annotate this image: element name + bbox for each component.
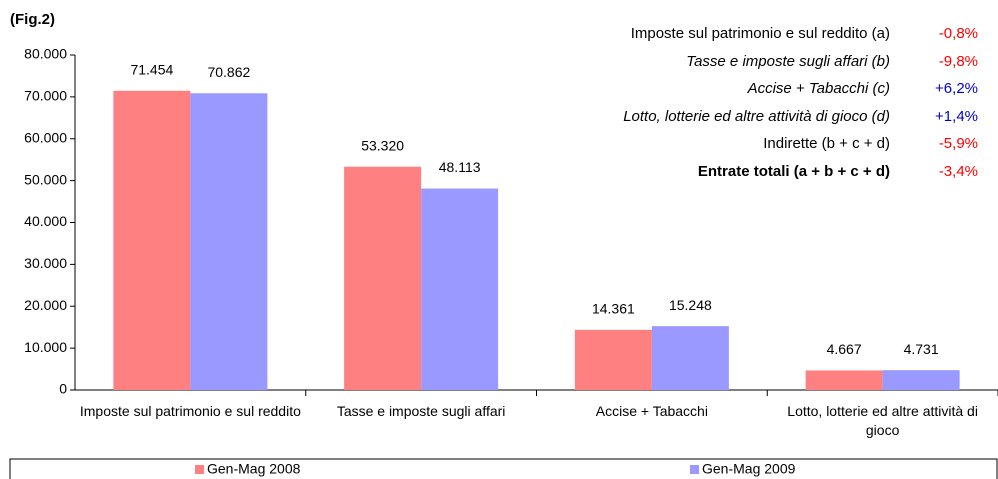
annotation-change: -0,8% (938, 25, 978, 42)
legend-swatch (690, 465, 699, 474)
data-label: 15.248 (669, 297, 712, 313)
y-tick-label: 10.000 (24, 339, 67, 355)
legend-box (9, 458, 998, 479)
bar (344, 166, 422, 390)
bar (190, 93, 268, 390)
bar (805, 370, 883, 390)
annotation-text: Entrate totali (a + b + c + d) (697, 162, 890, 180)
bar (113, 90, 191, 390)
annotation-change: +1,4% (935, 107, 978, 125)
bar (651, 326, 729, 390)
y-tick-label: 30.000 (24, 255, 67, 271)
data-label: 53.320 (361, 137, 404, 153)
data-label: 4.731 (904, 341, 939, 357)
annotation-change: +6,2% (935, 80, 978, 97)
x-tick-label: Tasse e imposte sugli affari (336, 403, 506, 419)
data-label: 4.667 (827, 341, 862, 357)
y-tick-label: 70.000 (24, 88, 67, 104)
legend-label: Gen-Mag 2009 (702, 461, 796, 477)
y-tick-label: 80.000 (24, 46, 67, 62)
annotation-change: -9,8% (938, 52, 978, 70)
legend-label: Gen-Mag 2008 (207, 461, 301, 477)
y-tick-label: 0 (59, 381, 67, 397)
annotation-text: Imposte sul patrimonio e sul reddito (a) (630, 25, 890, 42)
bar (421, 188, 499, 390)
x-tick-label: Accise + Tabacchi (595, 403, 708, 419)
y-tick-label: 40.000 (24, 213, 67, 229)
x-tick-label: Lotto, lotterie ed altre attività di gio… (787, 403, 978, 438)
data-label: 14.361 (592, 301, 635, 317)
data-label: 48.113 (439, 159, 481, 175)
y-tick-label: 50.000 (24, 171, 67, 187)
y-tick-label: 60.000 (24, 129, 67, 145)
annotation-text: Accise + Tabacchi (c) (747, 80, 890, 97)
chart-title: (Fig.2) (10, 11, 55, 28)
data-label: 70.862 (207, 64, 250, 80)
y-tick-label: 20.000 (24, 297, 67, 313)
data-label: 71.454 (130, 61, 173, 77)
annotation-change: -5,9% (938, 135, 978, 152)
legend-swatch (195, 465, 204, 474)
annotation-text: Tasse e imposte sugli affari (b) (686, 52, 890, 70)
annotation-change: -3,4% (938, 162, 978, 180)
annotation-text: Indirette (b + c + d) (763, 135, 890, 152)
bar (574, 329, 652, 390)
bar (882, 370, 960, 390)
annotation-text: Lotto, lotterie ed altre attività di gio… (623, 107, 890, 125)
x-tick-label: Imposte sul patrimonio e sul reddito (79, 403, 301, 419)
